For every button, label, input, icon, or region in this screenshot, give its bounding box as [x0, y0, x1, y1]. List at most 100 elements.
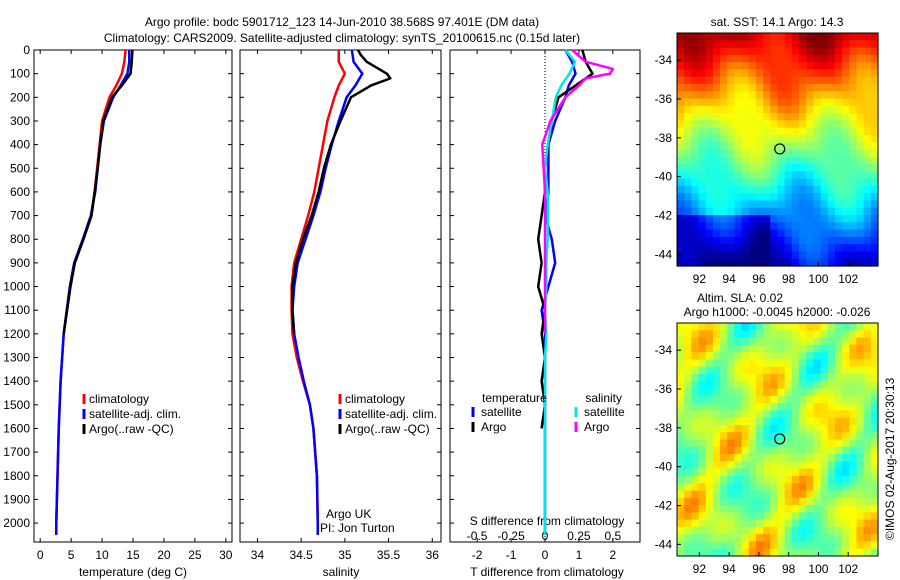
heatmap-cell — [705, 323, 714, 331]
heatmap-cell — [784, 446, 793, 455]
heatmap-cell — [806, 69, 814, 78]
heatmap-cell — [777, 98, 786, 107]
heatmap-cell — [748, 395, 757, 404]
heatmap-cell — [856, 178, 865, 187]
x-tick-label: 35 — [338, 548, 352, 562]
heatmap-cell — [842, 483, 850, 492]
heatmap-cell — [684, 33, 692, 41]
heatmap-cell — [834, 134, 843, 143]
heatmap-cell — [870, 200, 879, 209]
heatmap-cell — [813, 381, 822, 390]
heatmap-cell — [834, 76, 843, 85]
heatmap-cell — [763, 446, 771, 455]
heatmap-cell — [727, 323, 736, 331]
heatmap-cell — [770, 483, 779, 492]
heatmap-cell — [741, 244, 750, 253]
heatmap-cell — [770, 505, 779, 513]
heatmap-cell — [856, 69, 865, 78]
heatmap-cell — [677, 171, 685, 180]
heatmap-cell — [870, 483, 879, 492]
heatmap-cell — [705, 439, 714, 448]
heatmap-cell — [698, 229, 707, 238]
heatmap-cell — [834, 505, 843, 513]
heatmap-cell — [791, 359, 800, 368]
heatmap-cell — [834, 468, 843, 477]
y-tick-label: 700 — [10, 209, 30, 223]
heatmap-cell — [849, 490, 858, 499]
heatmap-cell — [820, 497, 829, 506]
heatmap-cell — [727, 185, 736, 194]
heatmap-cell — [863, 475, 872, 484]
heatmap-cell — [820, 454, 829, 462]
heatmap-cell — [741, 519, 750, 528]
heatmap-cell — [820, 142, 829, 151]
heatmap-cell — [842, 417, 850, 426]
heatmap-cell — [770, 490, 779, 499]
heatmap-cell — [755, 534, 764, 543]
heatmap-cell — [777, 127, 786, 136]
heatmap-cell — [698, 424, 707, 433]
heatmap-cell — [849, 432, 858, 441]
heatmap-cell — [784, 142, 793, 151]
heatmap-cell — [820, 185, 829, 194]
heatmap-cell — [842, 519, 850, 528]
heatmap-cell — [712, 461, 721, 470]
heatmap-cell — [827, 526, 836, 535]
heatmap-cell — [705, 403, 714, 411]
heatmap-cell — [748, 512, 757, 521]
heatmap-cell — [784, 424, 793, 433]
heatmap-cell — [734, 251, 743, 260]
heatmap-cell — [691, 403, 700, 411]
heatmap-cell — [827, 373, 836, 382]
heatmap-cell — [741, 149, 750, 158]
x-tick-label: 15 — [126, 548, 140, 562]
heatmap-cell — [698, 403, 707, 411]
heatmap-cell — [705, 505, 714, 513]
heatmap-cell — [677, 222, 685, 231]
heatmap-cell — [820, 236, 829, 245]
heatmap-cell — [727, 207, 736, 216]
heatmap-cell — [677, 113, 685, 121]
heatmap-cell — [684, 432, 692, 441]
heatmap-cell — [712, 417, 721, 426]
heatmap-cell — [806, 352, 814, 361]
heatmap-cell — [842, 373, 850, 382]
heatmap-cell — [863, 113, 872, 121]
heatmap-cell — [698, 185, 707, 194]
heatmap-cell — [806, 432, 814, 441]
salinity-axes-frame — [239, 49, 442, 543]
heatmap-cell — [763, 40, 771, 49]
heatmap-cell — [677, 344, 685, 353]
heatmap-cell — [791, 519, 800, 528]
heatmap-cell — [677, 98, 685, 107]
heatmap-cell — [698, 156, 707, 165]
heatmap-cell — [763, 54, 771, 63]
heatmap-cell — [698, 541, 707, 550]
heatmap-cell — [741, 483, 750, 492]
heatmap-cell — [755, 142, 764, 151]
difference-panel: S difference from climatology T differen… — [449, 49, 641, 579]
heatmap-cell — [755, 410, 764, 419]
heatmap-cell — [799, 330, 807, 339]
map-y-tick-label: -36 — [655, 382, 673, 396]
y-tick-label: 1200 — [3, 327, 30, 341]
heatmap-cell — [813, 337, 822, 346]
heatmap-cell — [705, 244, 714, 253]
y-tick-label: 500 — [10, 161, 30, 175]
heatmap-cell — [741, 475, 750, 484]
legend-label: Argo(..raw -QC) — [89, 422, 174, 436]
heatmap-cell — [784, 330, 793, 339]
heatmap-cell — [856, 395, 865, 404]
heatmap-cell — [677, 461, 685, 470]
heatmap-cell — [727, 69, 736, 78]
heatmap-cell — [712, 62, 721, 71]
heatmap-cell — [705, 468, 714, 477]
heatmap-cell — [834, 142, 843, 151]
heatmap-cell — [755, 54, 764, 63]
x-tick-label: 36 — [426, 548, 440, 562]
heatmap-cell — [763, 497, 771, 506]
heatmap-cell — [698, 395, 707, 404]
heatmap-cell — [849, 178, 858, 187]
heatmap-cell — [698, 373, 707, 382]
heatmap-cell — [820, 403, 829, 411]
